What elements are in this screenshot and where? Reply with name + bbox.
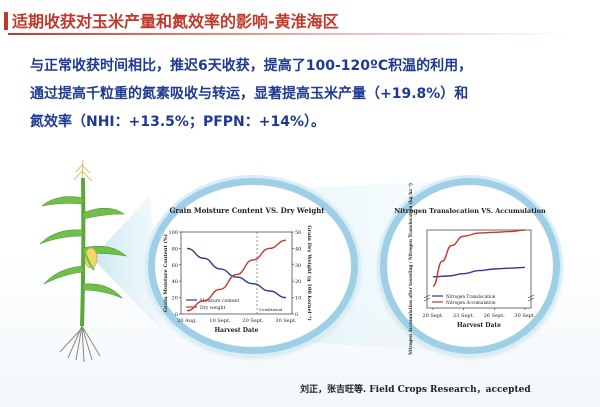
summary-paragraph: 与正常收获时间相比，推迟6天收获，提高了100-120ºC积温的利用， 通过提高… (30, 52, 590, 136)
summary-line-2: 通过提高千粒重的氮素吸收与转运，显著提高玉米产量（+19.8%）和 (30, 86, 469, 102)
y-tick-label-left: 100 (168, 230, 178, 236)
chart-grain-moisture: Grain Moisture Content VS. Dry Weight020… (162, 206, 325, 334)
x-tick-label: 26 Sept. (484, 313, 506, 319)
x-axis-label: Harvest Date (215, 327, 259, 334)
y-tick-label-right: 30 (295, 263, 301, 269)
y-tick-label-right: 50 (295, 230, 301, 236)
y-tick-label-left: 0 (175, 312, 178, 318)
series-line-0 (186, 247, 287, 299)
y-tick-label-left: 40 (172, 279, 178, 285)
y-axis-label-left: Grain Moisture Content (%) (162, 234, 169, 312)
y-axis-label: Nitrogen Accumulation after tasseling / … (408, 183, 413, 355)
x-tick-label: 30 Sept. (514, 313, 536, 319)
magnifier-lens-left (148, 178, 358, 354)
y-tick-label-left: 20 (172, 296, 178, 302)
x-tick-label: 20 Sept. (242, 318, 264, 324)
x-tick-label: 20 Sept. (422, 313, 444, 319)
axis-break-left (423, 294, 431, 302)
chart-title: Grain Moisture Content VS. Dry Weight (169, 206, 325, 215)
x-axis-label: Harvest Date (457, 322, 501, 329)
corn-tassel (73, 159, 93, 182)
title-underline (8, 33, 568, 35)
title-accent-bar (4, 12, 8, 30)
corn-plant-illustration (39, 159, 128, 363)
corn-leaves (39, 196, 128, 299)
legend-label: Moisture content (200, 298, 240, 304)
title-bar: 适期收获对玉米产量和氮效率的影响-黄淮海区 (0, 0, 600, 40)
y-tick-label-right: 40 (295, 246, 301, 252)
slide-title: 适期收获对玉米产量和氮效率的影响-黄淮海区 (12, 12, 339, 31)
y-tick-label-left: 60 (172, 263, 178, 269)
magnifier-lens-right (380, 178, 560, 354)
corn-roots (59, 325, 101, 363)
summary-line-1: 与正常收获时间相比，推迟6天收获，提高了100-120ºC积温的利用， (30, 58, 473, 74)
y-tick-label-right: 20 (295, 279, 301, 285)
series-line-0 (432, 266, 526, 278)
harvest-marker-label: Conditional (259, 307, 283, 312)
summary-line-3: 氮效率（NHI：+13.5%；PFPN：+14%）。 (30, 114, 325, 130)
axis-break-right (527, 294, 535, 302)
plot-frame (180, 231, 293, 315)
x-tick-label: 23 Sept. (453, 313, 475, 319)
legend-label: Dry weight (200, 305, 225, 311)
corn-stalk (80, 177, 86, 327)
chart-title: Nitrogen Translocation VS. Accumulation (394, 207, 546, 215)
plot-frame (426, 229, 532, 309)
series-line-1 (186, 239, 287, 312)
series-line-1 (432, 229, 526, 287)
citation: 刘正，张吉旺等. Field Crops Research，accepted (300, 385, 531, 395)
y-tick-label-left: 80 (172, 246, 178, 252)
y-tick-label-right: 10 (295, 296, 301, 302)
corn-ear (84, 247, 98, 271)
legend-label: Nitrogen Accumulation (446, 300, 496, 305)
y-tick-label-right: 0 (295, 312, 298, 318)
chart-nitrogen: Nitrogen Translocation VS. Accumulation 2… (394, 183, 546, 355)
legend-label: Nitrogen Translocation (446, 294, 496, 299)
x-tick-label: 10 Sept. (209, 318, 231, 324)
x-tick-label: 30 Sept. (275, 318, 297, 324)
x-tick-label: 20 Aug. (177, 318, 197, 324)
y-axis-label-right: Grain Dry Weight (g 100 kernel⁻¹) (306, 225, 313, 320)
